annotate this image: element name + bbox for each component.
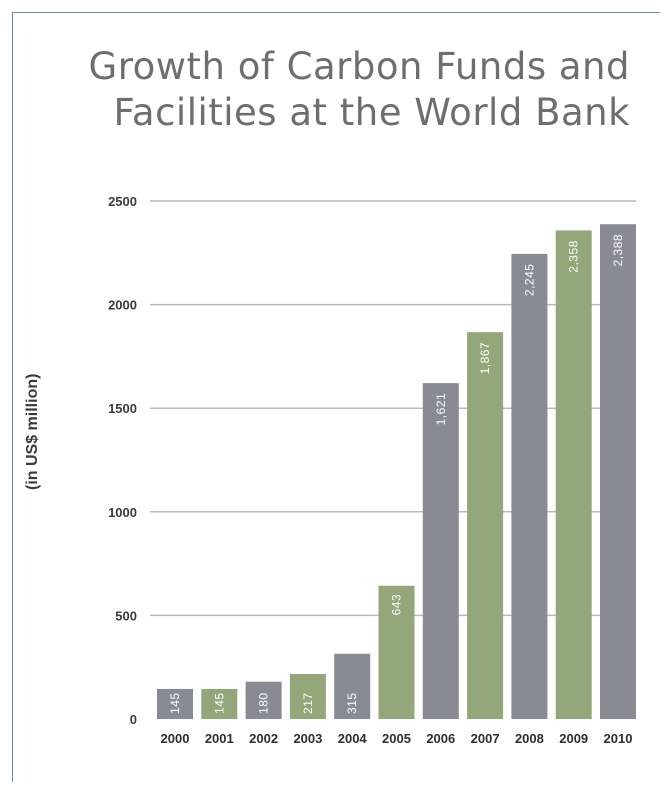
data-label-2000: 145 [168, 692, 182, 714]
data-label-2004: 315 [345, 692, 359, 714]
chart-title: Growth of Carbon Funds and Facilities at… [40, 44, 630, 136]
bar-2002 [245, 681, 282, 719]
x-tick-label: 2003 [293, 731, 322, 746]
bar-2003 [289, 674, 326, 719]
y-tick-label: 1500 [108, 401, 137, 416]
x-tick-label: 2009 [559, 731, 588, 746]
chart-frame [12, 12, 660, 782]
data-label-2006: 1,621 [434, 393, 448, 426]
x-tick-label: 2000 [161, 731, 190, 746]
x-tick-label: 2002 [249, 731, 278, 746]
data-label-2002: 180 [257, 692, 271, 714]
bar-2000 [157, 688, 193, 719]
bar-2006 [422, 383, 459, 719]
x-tick-label: 2005 [382, 731, 411, 746]
x-tick-label: 2008 [515, 731, 544, 746]
data-label-2005: 643 [390, 594, 404, 616]
data-label-2001: 145 [212, 692, 226, 714]
chart-title-line-2: Facilities at the World Bank [113, 91, 630, 134]
x-tick-labels: 2000 2001 2002 2003 2004 2005 2006 2007 2008 2009… [161, 731, 633, 746]
bar-2001 [201, 688, 238, 719]
bar-2005 [378, 585, 415, 719]
data-label-2010: 2,388 [611, 234, 625, 267]
chart-title-line-1: Growth of Carbon Funds and [88, 45, 630, 88]
y-tick-label: 0 [130, 712, 137, 727]
y-tick-label: 2500 [108, 194, 137, 209]
data-label-2003: 217 [301, 692, 315, 714]
x-tick-label: 2001 [205, 731, 234, 746]
data-label-2009: 2,358 [567, 240, 581, 273]
data-label-2007: 1,867 [478, 342, 492, 375]
x-tick-label: 2010 [604, 731, 633, 746]
gridlines [150, 200, 636, 617]
bar-2004 [334, 653, 371, 719]
bar-2009 [555, 230, 592, 719]
y-tick-label: 500 [115, 608, 137, 623]
data-label-2008: 2,245 [522, 264, 536, 297]
x-tick-label: 2006 [426, 731, 455, 746]
bar-2008 [511, 253, 548, 719]
y-tick-labels: 0 500 1000 1500 2000 2500 [108, 194, 137, 727]
bar-2007 [467, 332, 504, 719]
x-tick-label: 2007 [471, 731, 500, 746]
y-tick-label: 2000 [108, 298, 137, 313]
x-tick-label: 2004 [338, 731, 368, 746]
bars: 145 145 180 217 315 643 1,621 1,867 2,245 2,358 2,… [157, 224, 636, 719]
y-tick-label: 1000 [108, 505, 137, 520]
bar-2010 [600, 224, 636, 719]
